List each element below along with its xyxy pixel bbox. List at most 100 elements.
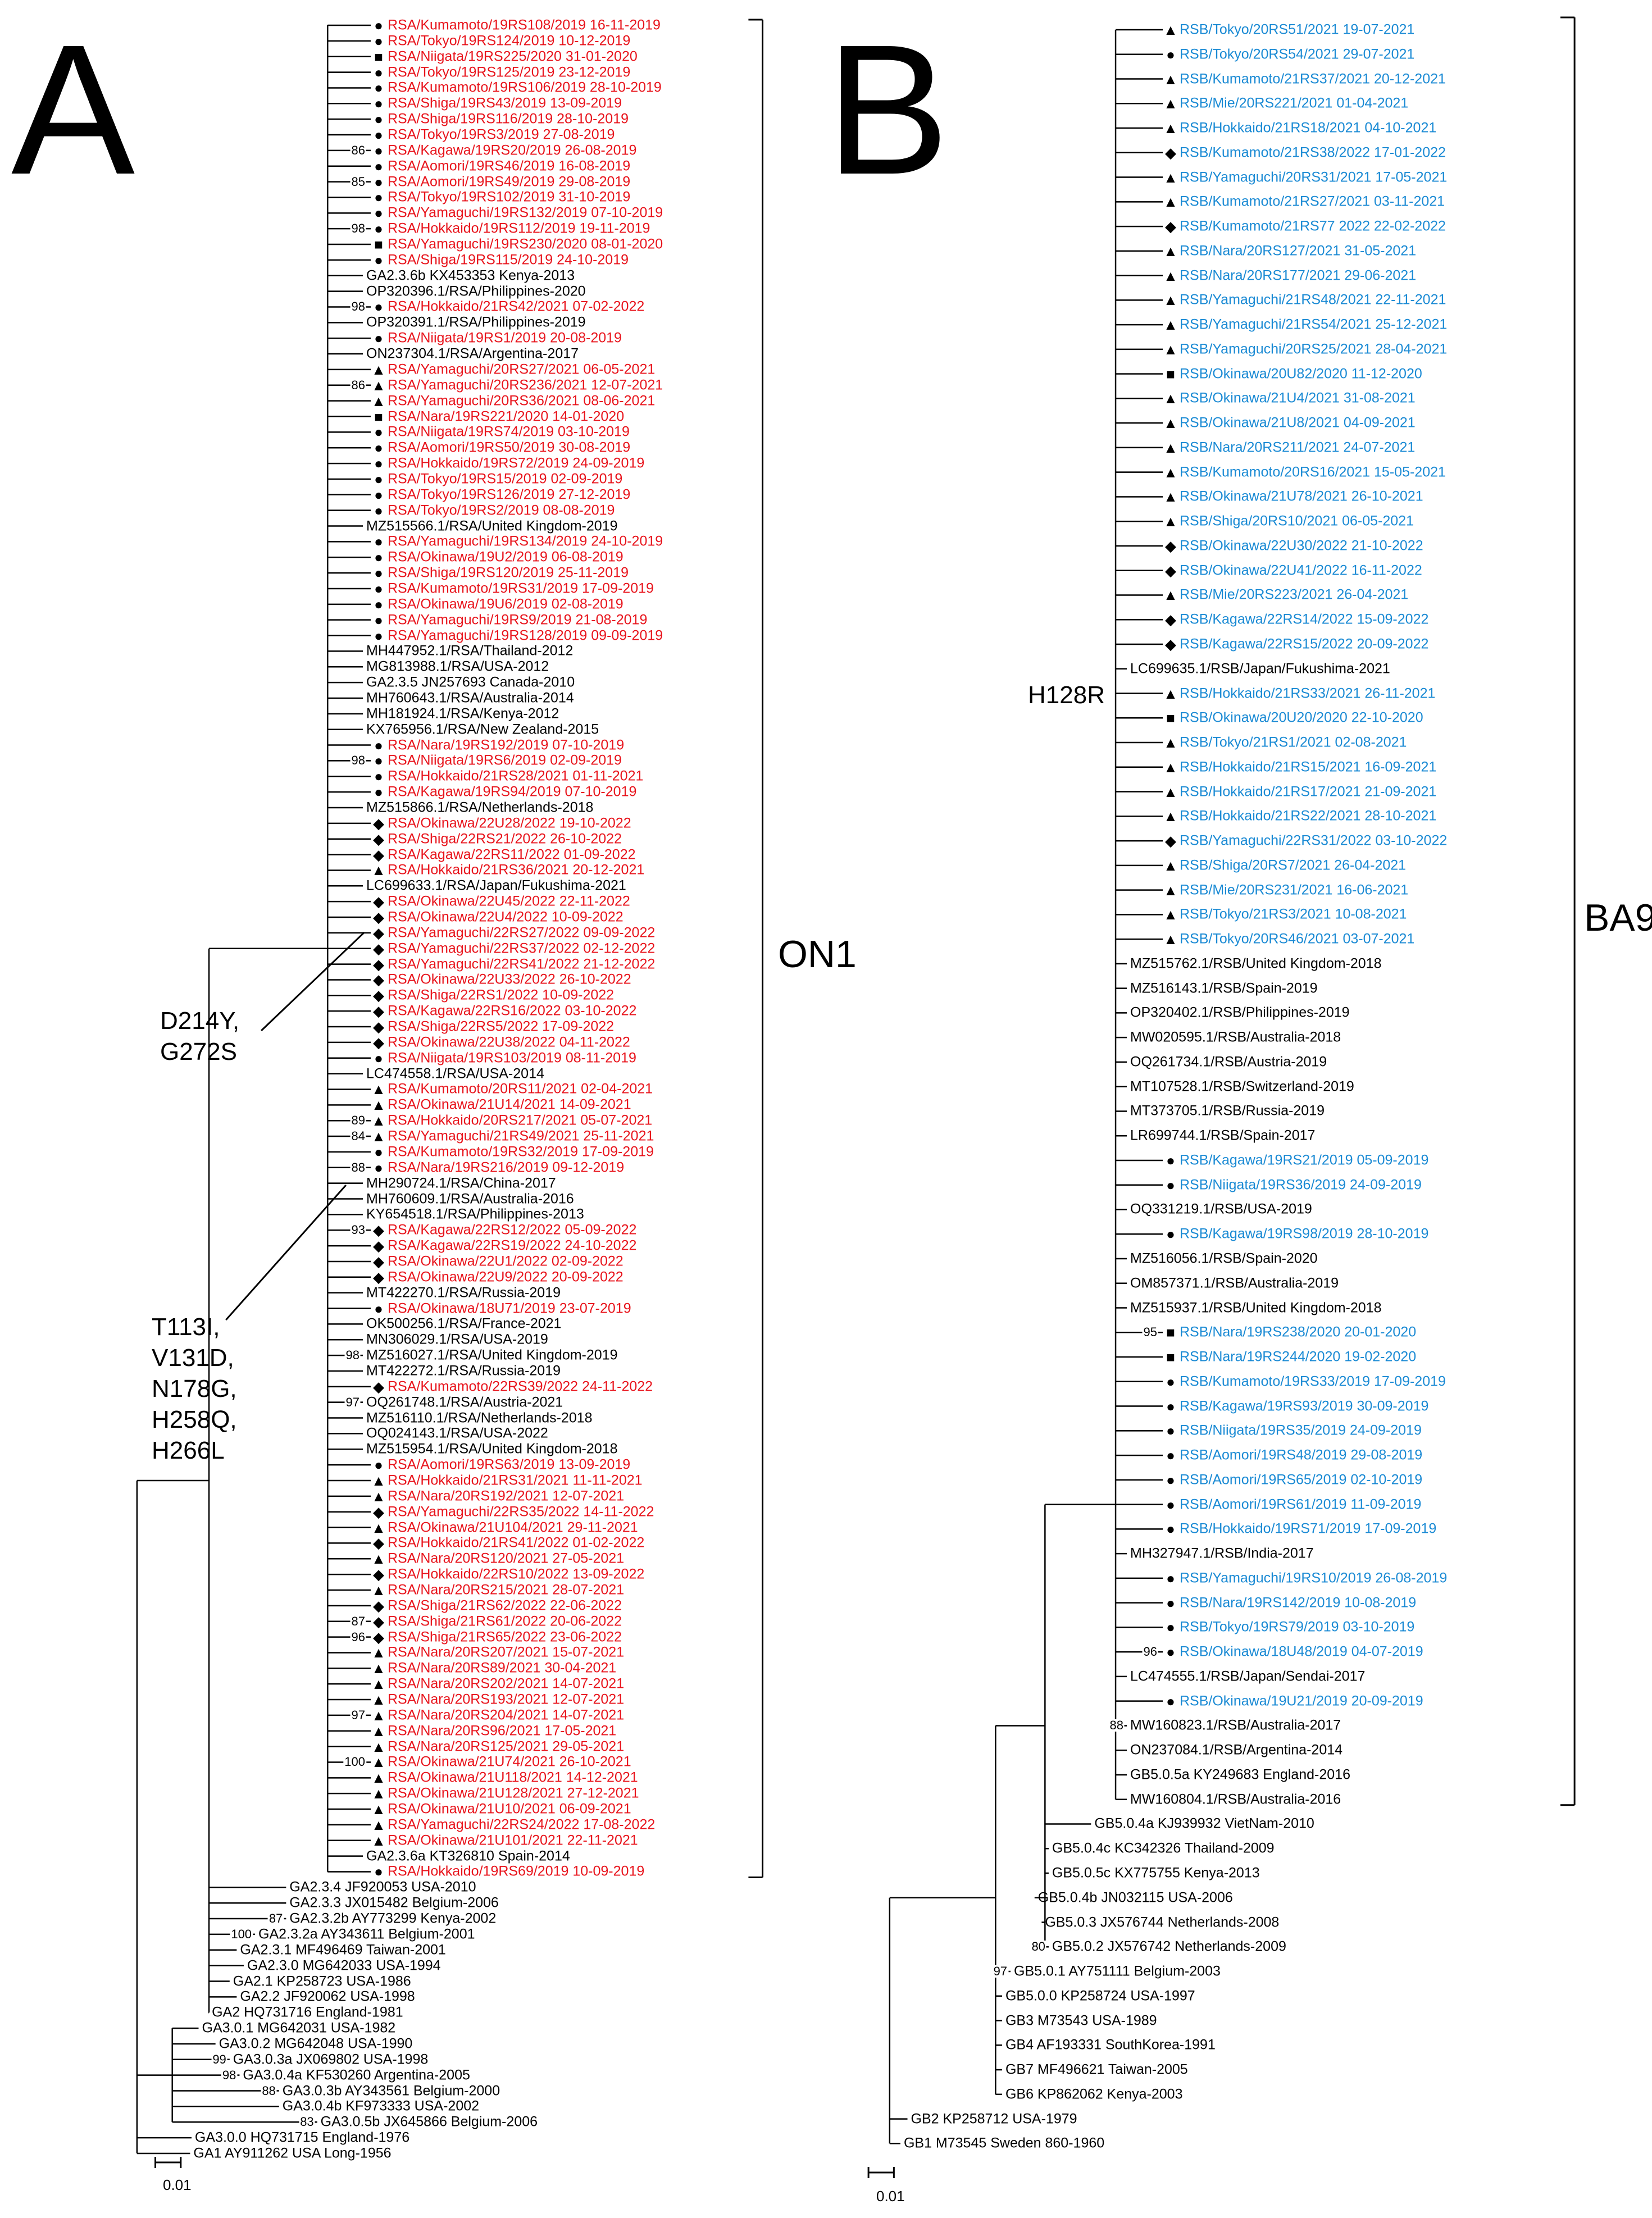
leaf-label: RSB/Tokyo/20RS51/2021 19-07-2021 bbox=[1180, 21, 1415, 38]
bootstrap-value: 97 bbox=[992, 1964, 1009, 1979]
diamond-marker-icon: ◆ bbox=[373, 830, 384, 848]
leaf-label: MW160804.1/RSB/Australia-2016 bbox=[1130, 1791, 1341, 1807]
circle-marker-icon: ● bbox=[1166, 1692, 1175, 1710]
leaf-label: RSB/Yamaguchi/21RS48/2021 22-11-2021 bbox=[1180, 292, 1446, 308]
leaf-label: GA2.3.5 JN257693 Canada-2010 bbox=[366, 674, 575, 690]
bootstrap-value: 95 bbox=[1142, 1325, 1158, 1340]
leaf-label: RSA/Nara/20RS193/2021 12-07-2021 bbox=[388, 1691, 625, 1707]
bootstrap-value: 98 bbox=[221, 2067, 238, 2082]
bootstrap-value: 86 bbox=[350, 143, 366, 157]
mutation-text: H266L bbox=[152, 1437, 225, 1464]
circle-marker-icon: ● bbox=[374, 549, 383, 566]
leaf-label: RSA/Kumamoto/22RS39/2022 24-11-2022 bbox=[388, 1378, 653, 1395]
circle-marker-icon: ● bbox=[374, 470, 383, 488]
square-marker-icon: ■ bbox=[1166, 365, 1175, 382]
diamond-marker-icon: ◆ bbox=[373, 1378, 384, 1395]
leaf-label: RSB/Okinawa/21U8/2021 04-09-2021 bbox=[1180, 415, 1416, 431]
leaf-label: GB5.0.5a KY249683 England-2016 bbox=[1130, 1766, 1350, 1783]
diamond-marker-icon: ◆ bbox=[373, 1237, 384, 1255]
leaf-label: RSA/Okinawa/19U2/2019 06-08-2019 bbox=[388, 549, 624, 565]
leaf-label: RSA/Hokkaido/19RS112/2019 19-11-2019 bbox=[388, 220, 650, 236]
leaf-label: RSB/Kumamoto/21RS27/2021 03-11-2021 bbox=[1180, 193, 1445, 209]
triangle-marker-icon: ▲ bbox=[371, 1832, 386, 1849]
triangle-marker-icon: ▲ bbox=[1163, 783, 1178, 800]
leaf-label: RSA/Kumamoto/19RS106/2019 28-10-2019 bbox=[388, 79, 662, 95]
bootstrap-value: 89 bbox=[350, 1113, 366, 1128]
leaf-label: GB5.0.1 AY751111 Belgium-2003 bbox=[1014, 1963, 1221, 1979]
leaf-label: RSB/Aomori/19RS48/2019 29-08-2019 bbox=[1180, 1447, 1423, 1463]
leaf-label: RSA/Hokkaido/19RS72/2019 24-09-2019 bbox=[388, 455, 645, 471]
triangle-marker-icon: ▲ bbox=[1163, 193, 1178, 211]
leaf-label: GA3.0.4b KF973333 USA-2002 bbox=[282, 2098, 480, 2114]
leaf-label: RSB/Tokyo/21RS3/2021 10-08-2021 bbox=[1180, 906, 1407, 922]
bootstrap-value: 99 bbox=[211, 2052, 227, 2066]
leaf-label: RSB/Okinawa/22U41/2022 16-11-2022 bbox=[1180, 562, 1422, 579]
circle-marker-icon: ● bbox=[374, 502, 383, 519]
circle-marker-icon: ● bbox=[374, 142, 383, 159]
bootstrap-value: 93 bbox=[350, 1223, 366, 1237]
circle-marker-icon: ● bbox=[374, 1456, 383, 1474]
bootstrap-value: 86 bbox=[350, 377, 366, 392]
leaf-label: LC699633.1/RSA/Japan/Fukushima-2021 bbox=[366, 877, 626, 894]
leaf-label: RSB/Tokyo/21RS1/2021 02-08-2021 bbox=[1180, 734, 1407, 750]
diamond-marker-icon: ◆ bbox=[1165, 611, 1176, 628]
leaf-label: MH290724.1/RSA/China-2017 bbox=[366, 1175, 556, 1191]
circle-marker-icon: ● bbox=[1166, 1520, 1175, 1538]
leaf-label: RSA/Aomori/19RS46/2019 16-08-2019 bbox=[388, 158, 631, 174]
leaf-label: RSA/Aomori/19RS63/2019 13-09-2019 bbox=[388, 1456, 631, 1473]
circle-marker-icon: ● bbox=[374, 486, 383, 503]
circle-marker-icon: ● bbox=[374, 251, 383, 268]
leaf-label: RSA/Shiga/19RS120/2019 25-11-2019 bbox=[388, 564, 629, 581]
leaf-label: MH181924.1/RSA/Kenya-2012 bbox=[366, 705, 559, 722]
leaf-label: RSA/Tokyo/19RS15/2019 02-09-2019 bbox=[388, 471, 623, 487]
leaf-label: MW020595.1/RSB/Australia-2018 bbox=[1130, 1029, 1341, 1045]
leaf-label: GA3.0.5b JX645866 Belgium-2006 bbox=[320, 2114, 538, 2130]
circle-marker-icon: ● bbox=[374, 627, 383, 644]
leaf-label: RSB/Okinawa/18U48/2019 04-07-2019 bbox=[1180, 1643, 1423, 1660]
leaf-label: RSA/Tokyo/19RS3/2019 27-08-2019 bbox=[388, 126, 615, 143]
circle-marker-icon: ● bbox=[374, 330, 383, 347]
leaf-label: RSB/Hokkaido/21RS18/2021 04-10-2021 bbox=[1180, 120, 1437, 136]
leaf-label: RSA/Tokyo/19RS125/2019 23-12-2019 bbox=[388, 64, 631, 80]
circle-marker-icon: ● bbox=[374, 423, 383, 441]
leaf-label: RSA/Hokkaido/21RS42/2021 07-02-2022 bbox=[388, 298, 645, 315]
leaf-label: MT373705.1/RSB/Russia-2019 bbox=[1130, 1103, 1325, 1119]
diamond-marker-icon: ◆ bbox=[373, 1003, 384, 1020]
leaf-label: RSA/Yamaguchi/19RS230/2020 08-01-2020 bbox=[388, 236, 663, 252]
leaf-label: RSB/Yamaguchi/19RS10/2019 26-08-2019 bbox=[1180, 1570, 1448, 1586]
leaf-label: RSB/Yamaguchi/20RS31/2021 17-05-2021 bbox=[1180, 169, 1448, 185]
leaf-label: RSA/Hokkaido/21RS31/2021 11-11-2021 bbox=[388, 1472, 643, 1488]
leaf-label: RSA/Yamaguchi/20RS236/2021 12-07-2021 bbox=[388, 377, 663, 393]
leaf-label: GA2.3.6b KX453353 Kenya-2013 bbox=[366, 267, 575, 284]
triangle-marker-icon: ▲ bbox=[1163, 906, 1178, 923]
circle-marker-icon: ● bbox=[374, 736, 383, 754]
bootstrap-value: 87 bbox=[267, 1911, 284, 1926]
leaf-label: RSA/Tokyo/19RS2/2019 08-08-2019 bbox=[388, 502, 615, 518]
leaf-label: RSB/Nara/20RS211/2021 24-07-2021 bbox=[1180, 439, 1416, 456]
leaf-label: RSA/Nara/19RS221/2020 14-01-2020 bbox=[388, 408, 625, 424]
leaf-label: RSA/Yamaguchi/22RS37/2022 02-12-2022 bbox=[388, 940, 656, 957]
leaf-label: RSA/Tokyo/19RS102/2019 31-10-2019 bbox=[388, 189, 631, 205]
leaf-label: RSB/Kumamoto/21RS77 2022 22-02-2022 bbox=[1180, 218, 1446, 234]
bootstrap-value: 98 bbox=[344, 1348, 361, 1363]
triangle-marker-icon: ▲ bbox=[371, 376, 386, 394]
circle-marker-icon: ● bbox=[374, 1049, 383, 1067]
triangle-marker-icon: ▲ bbox=[1163, 734, 1178, 752]
triangle-marker-icon: ▲ bbox=[1163, 488, 1178, 505]
bootstrap-value: 98 bbox=[350, 753, 366, 768]
branch bbox=[261, 931, 365, 1032]
circle-marker-icon: ● bbox=[374, 564, 383, 582]
leaf-label: RSA/Niigata/19RS6/2019 02-09-2019 bbox=[388, 752, 622, 768]
leaf-label: RSA/Yamaguchi/19RS9/2019 21-08-2019 bbox=[388, 612, 648, 628]
circle-marker-icon: ● bbox=[374, 220, 383, 238]
leaf-label: RSA/Okinawa/21U101/2021 22-11-2021 bbox=[388, 1832, 638, 1848]
leaf-label: GA3.0.1 MG642031 USA-1982 bbox=[202, 2020, 396, 2036]
leaf-label: RSA/Kumamoto/19RS31/2019 17-09-2019 bbox=[388, 580, 654, 596]
panel-b-letter: B bbox=[826, 6, 950, 213]
diamond-marker-icon: ◆ bbox=[373, 971, 384, 989]
circle-marker-icon: ● bbox=[1166, 1496, 1175, 1513]
diamond-marker-icon: ◆ bbox=[373, 924, 384, 941]
bootstrap-value: 100 bbox=[230, 1926, 253, 1941]
circle-marker-icon: ● bbox=[1166, 45, 1175, 63]
leaf-label: RSA/Hokkaido/19RS69/2019 10-09-2019 bbox=[388, 1863, 645, 1879]
